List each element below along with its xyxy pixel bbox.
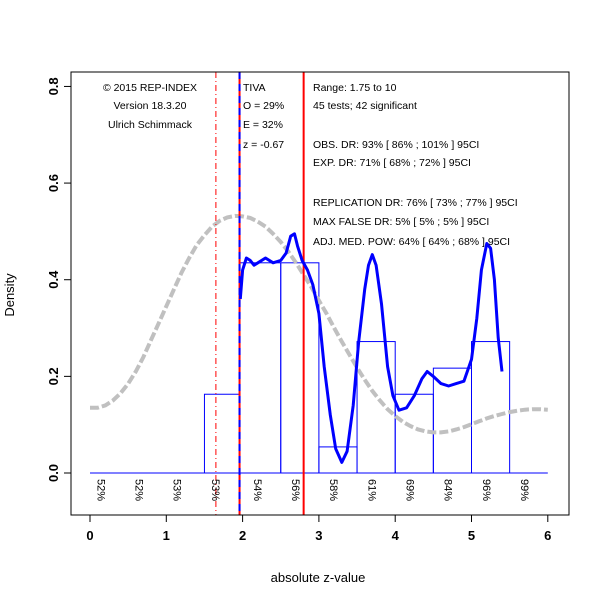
power-label-11: 99% [518, 479, 530, 501]
histogram-bar-7 [471, 341, 511, 474]
annotations: absolute z-value Density © 2015 REP-INDE… [2, 82, 518, 585]
power-label-5: 56% [289, 479, 301, 501]
tiva-label: TIVA [243, 82, 266, 94]
x-axis-title: absolute z-value [271, 570, 366, 585]
power-label-7: 61% [365, 479, 377, 501]
stats-replication-dr: REPLICATION DR: 76% [ 73% ; 77% ] 95CI [313, 197, 518, 209]
tiva-observed: O = 29% [243, 100, 284, 112]
power-label-4: 54% [251, 479, 263, 501]
power-label-8: 69% [404, 479, 416, 501]
power-label-3: 53% [209, 479, 221, 501]
tiva-expected: E = 32% [243, 119, 283, 131]
y-tick-label-4: 0.8 [46, 77, 61, 95]
power-label-1: 52% [133, 479, 145, 501]
y-tick-label-3: 0.6 [46, 174, 61, 192]
x-tick-label-5: 5 [468, 528, 475, 543]
x-tick-label-4: 4 [392, 528, 400, 543]
y-tick-label-0: 0.0 [46, 464, 61, 482]
y-tick-label-1: 0.2 [46, 367, 61, 385]
power-label-0: 52% [94, 479, 106, 501]
stats-max-false-dr: MAX FALSE DR: 5% [ 5% ; 5% ] 95CI [313, 216, 489, 228]
credit-line-2: Version 18.3.20 [114, 100, 187, 112]
stats-adj-med-pow: ADJ. MED. POW: 64% [ 64% ; 68% ] 95CI [313, 236, 510, 248]
credit-line-3: Ulrich Schimmack [108, 119, 193, 131]
credit-line-1: © 2015 REP-INDEX [103, 82, 197, 94]
plot-area: 52% 52% 53% 53% 54% 56% 58% 61% 69% 84% 96% 99% [90, 72, 548, 515]
plot-frame [70, 71, 570, 516]
expected-density-curve [90, 213, 548, 435]
x-tick-label-2: 2 [239, 528, 246, 543]
histogram-bar-0 [203, 393, 241, 474]
x-tick-label-6: 6 [544, 528, 551, 543]
histogram-bar-4 [356, 341, 396, 474]
x-tick-label-0: 0 [86, 528, 93, 543]
stats-range: Range: 1.75 to 10 [313, 82, 397, 94]
axes: 0 1 2 3 4 5 6 0.0 0.2 0.4 0.6 0.8 [46, 71, 570, 543]
histogram-bar-1 [239, 262, 282, 474]
power-label-10: 96% [480, 479, 492, 501]
power-label-9: 84% [442, 479, 454, 501]
power-label-6: 58% [327, 479, 339, 501]
tiva-z: z = -0.67 [243, 139, 284, 151]
x-tick-label-3: 3 [315, 528, 322, 543]
y-axis-title: Density [2, 273, 17, 317]
power-label-2: 53% [171, 479, 183, 501]
stats-obs-dr: OBS. DR: 93% [ 86% ; 101% ] 95CI [313, 139, 479, 151]
observed-density-curve [238, 232, 504, 464]
x-tick-label-1: 1 [163, 528, 170, 543]
y-tick-label-2: 0.4 [46, 270, 61, 289]
stats-exp-dr: EXP. DR: 71% [ 68% ; 72% ] 95CI [313, 157, 471, 169]
stats-tests: 45 tests; 42 significant [313, 100, 417, 112]
